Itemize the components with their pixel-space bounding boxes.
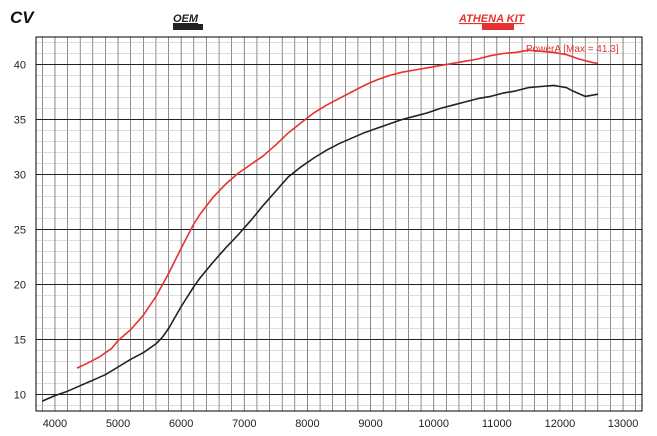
legend-athena-label: ATHENA KIT xyxy=(458,13,526,25)
x-tick-label: 10000 xyxy=(418,418,449,430)
grid-minor xyxy=(36,37,642,411)
x-tick-label: 4000 xyxy=(43,418,67,430)
y-tick-label: 30 xyxy=(14,170,26,182)
legend-oem: OEM xyxy=(173,13,203,30)
series-layer xyxy=(41,49,598,402)
x-tick-label: 12000 xyxy=(545,418,576,430)
x-axis-ticks: 4000 5000 6000 7000 8000 9000 10000 11000 12000 1… xyxy=(43,418,639,430)
legend-athena: ATHENA KIT xyxy=(458,13,526,30)
x-tick-label: 9000 xyxy=(358,418,382,430)
y-tick-label: 35 xyxy=(14,115,26,127)
series-line-athena-kit xyxy=(76,49,598,369)
legend-oem-label: OEM xyxy=(173,13,199,25)
y-tick-label: 40 xyxy=(14,60,26,72)
y-axis-title: CV xyxy=(10,8,35,27)
y-axis-ticks: 10 15 20 25 30 35 40 xyxy=(14,60,26,402)
grid-major xyxy=(36,37,642,411)
x-tick-label: 8000 xyxy=(295,418,319,430)
legend-oem-swatch xyxy=(173,24,203,30)
legend-athena-swatch xyxy=(482,24,514,30)
x-tick-label: 11000 xyxy=(482,418,512,430)
x-tick-label: 5000 xyxy=(106,418,130,430)
plot-frame xyxy=(35,36,643,412)
y-tick-label: 25 xyxy=(14,225,26,237)
series-line-oem xyxy=(41,84,598,402)
x-tick-label: 6000 xyxy=(169,418,193,430)
y-tick-label: 20 xyxy=(14,280,26,292)
max-power-annotation: PowerA [Max = 41.3] xyxy=(526,44,619,55)
x-tick-label: 7000 xyxy=(232,418,256,430)
y-tick-label: 10 xyxy=(14,390,26,402)
x-tick-label: 13000 xyxy=(608,418,639,430)
y-tick-label: 15 xyxy=(14,335,26,347)
